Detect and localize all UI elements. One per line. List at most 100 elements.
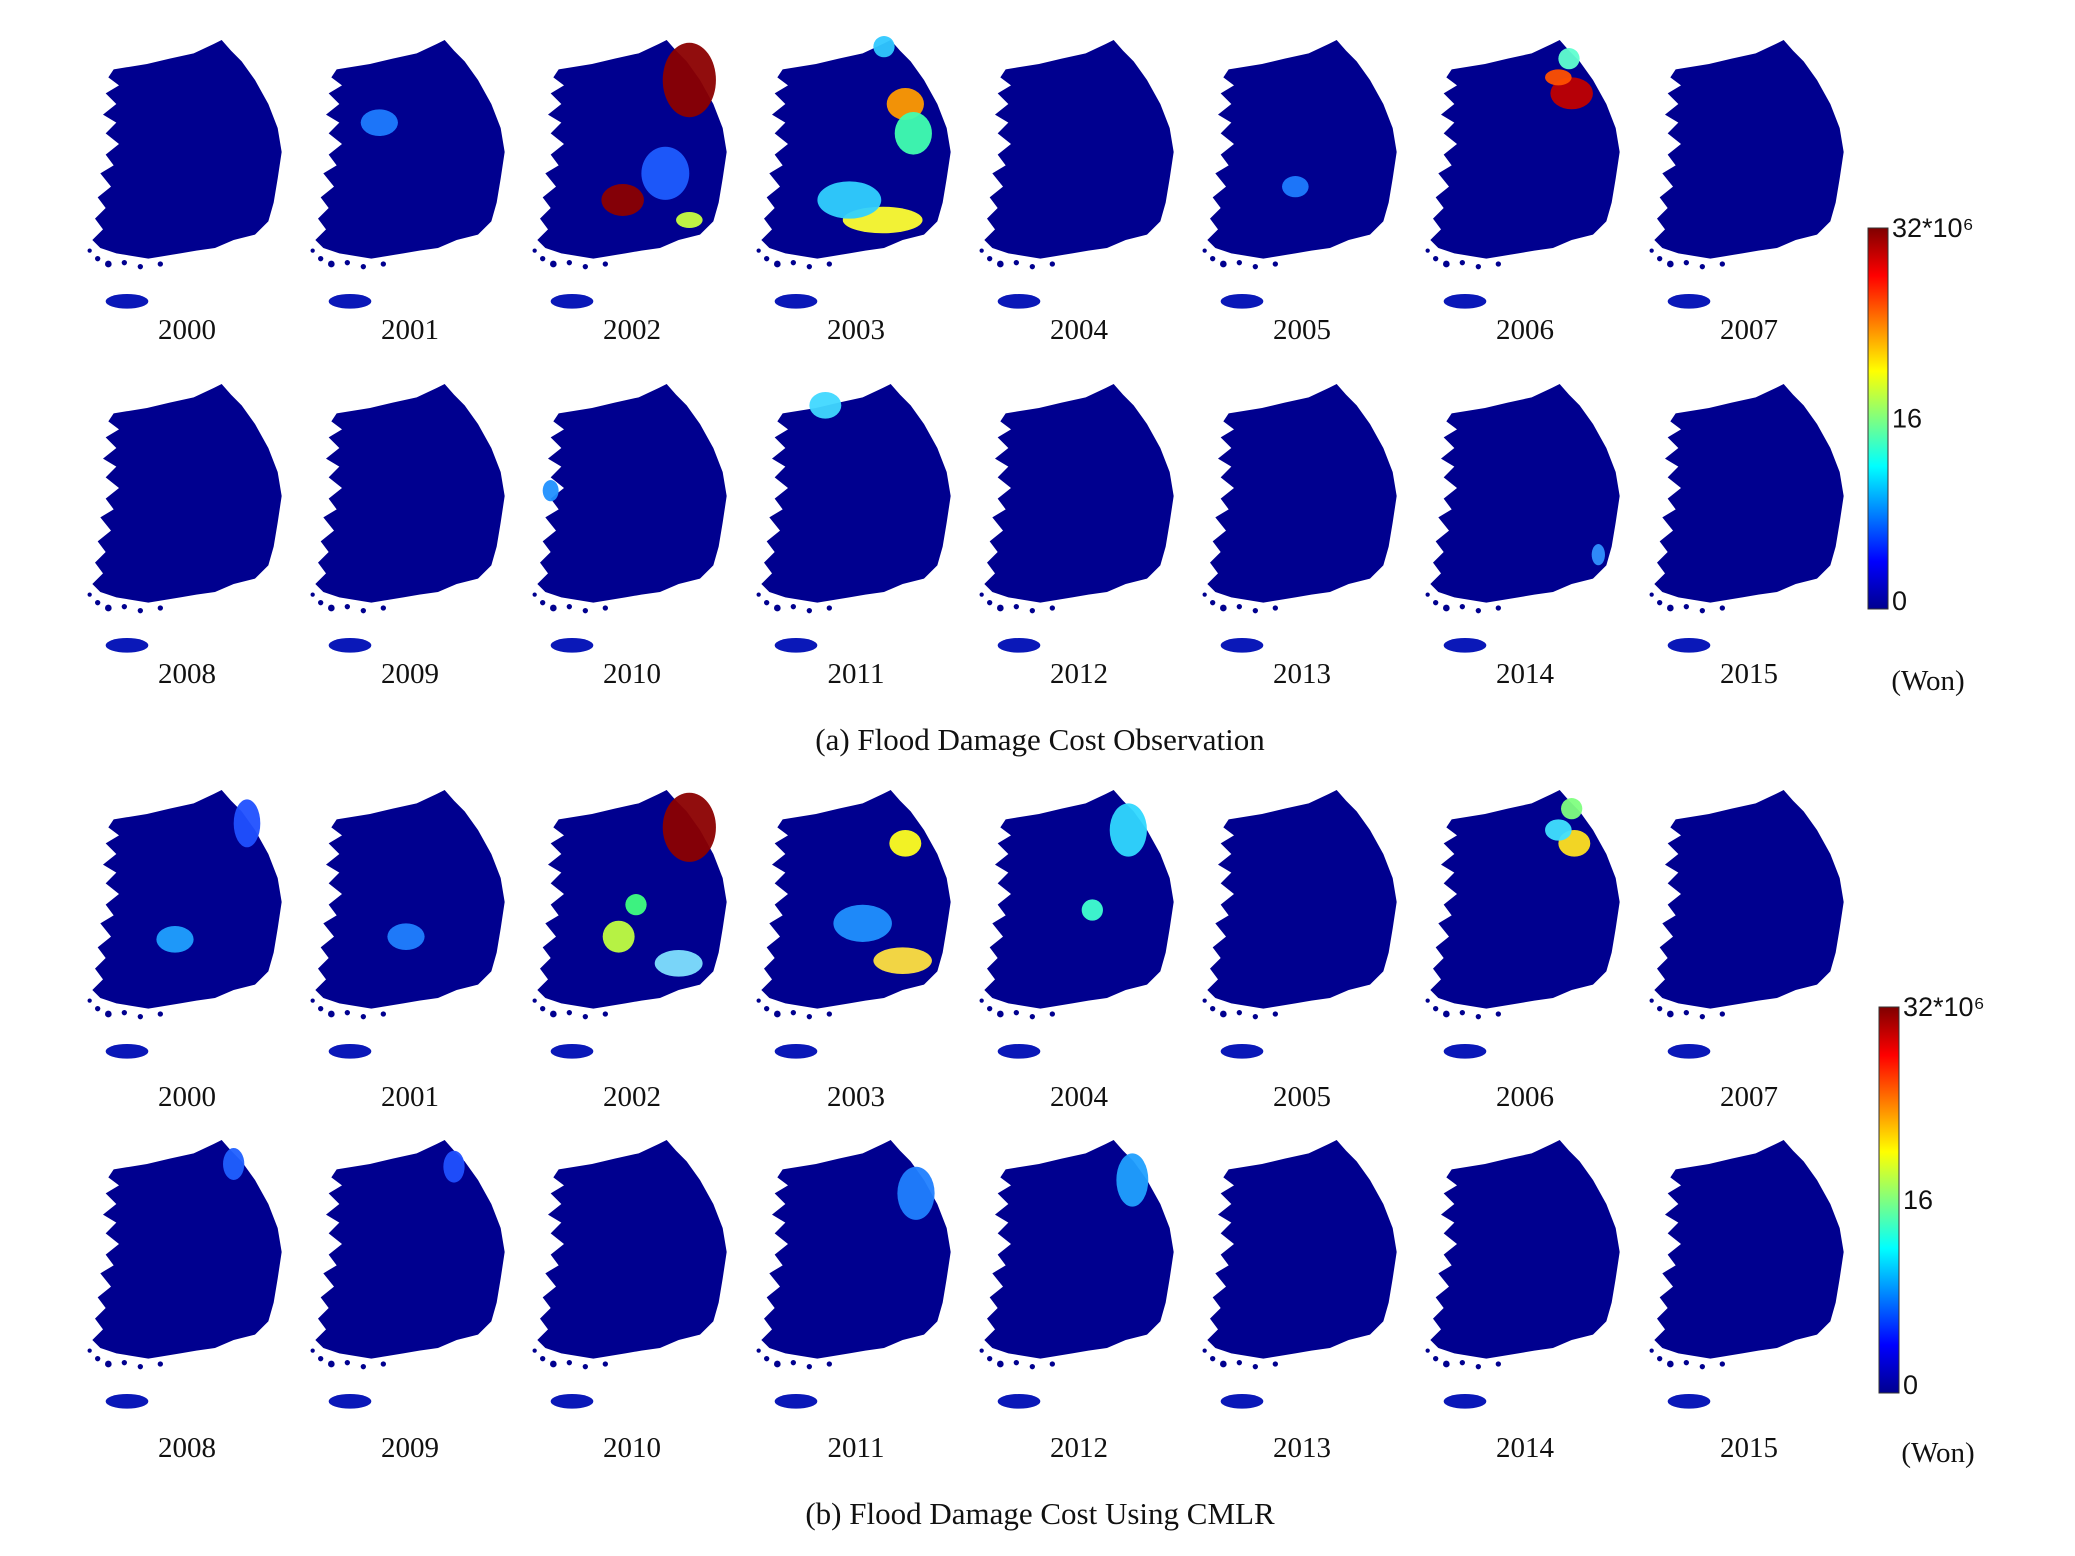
map: [1202, 40, 1397, 309]
map: [1649, 40, 1844, 309]
year-label: 2003: [827, 314, 885, 346]
hotspot: [387, 923, 425, 950]
colorbar: [1867, 227, 1889, 610]
year-label: 2009: [381, 1432, 439, 1464]
hotspot: [443, 1150, 465, 1183]
year-label: 2008: [158, 1432, 216, 1464]
year-label: 2003: [827, 1081, 885, 1113]
map: [1202, 384, 1397, 653]
year-label: 2010: [603, 658, 661, 690]
hotspot: [360, 109, 398, 136]
year-label: 2015: [1720, 658, 1778, 690]
hotspot: [233, 799, 261, 848]
hotspot: [1561, 798, 1583, 820]
colorbar-unit: (Won): [1901, 1437, 1974, 1469]
hotspot: [1081, 899, 1103, 921]
year-label: 2001: [381, 1081, 439, 1113]
hotspot: [1545, 819, 1572, 841]
hotspot: [1109, 803, 1147, 857]
hotspot: [654, 950, 703, 977]
map-shape: [1649, 1140, 1844, 1409]
map-shape: [1202, 384, 1397, 653]
map-shape: [1425, 384, 1620, 653]
map: [979, 790, 1174, 1059]
map: [756, 1140, 951, 1409]
hotspot: [625, 894, 647, 916]
caption: (b) Flood Damage Cost Using CMLR: [805, 1496, 1275, 1531]
caption: (a) Flood Damage Cost Observation: [815, 722, 1265, 757]
map: [532, 1140, 727, 1409]
year-label: 2002: [603, 1081, 661, 1113]
map-shape: [979, 40, 1174, 309]
map: [87, 1140, 282, 1409]
map-shape: [532, 1140, 727, 1409]
colorbar-unit: (Won): [1891, 665, 1964, 697]
year-label: 2013: [1273, 658, 1331, 690]
map: [310, 790, 505, 1059]
map-shape: [1425, 1140, 1620, 1409]
year-label: 2001: [381, 314, 439, 346]
hotspot: [1558, 48, 1580, 70]
hotspot: [641, 146, 690, 200]
map: [87, 40, 282, 309]
hotspot: [817, 181, 882, 219]
map: [756, 36, 951, 309]
year-label: 2014: [1496, 658, 1555, 690]
map: [532, 40, 727, 309]
map-shape: [87, 384, 282, 653]
map-shape: [979, 384, 1174, 653]
map: [532, 790, 727, 1059]
map: [1202, 790, 1397, 1059]
hotspot: [873, 947, 932, 974]
year-label: 2008: [158, 658, 216, 690]
colorbar-label: 16: [1903, 1185, 1933, 1215]
year-label: 2011: [828, 1432, 885, 1464]
map-shape: [756, 40, 951, 309]
colorbar: [1878, 1006, 1900, 1394]
year-label: 2011: [828, 658, 885, 690]
map-shape: [87, 1140, 282, 1409]
map-shape: [1649, 384, 1844, 653]
hotspot: [676, 212, 703, 228]
map-shape: [310, 40, 505, 309]
hotspot: [886, 88, 924, 120]
year-label: 2007: [1720, 314, 1778, 346]
hotspot: [1116, 1153, 1149, 1207]
colorbar-label: 32*10⁶: [1892, 213, 1974, 243]
year-label: 2004: [1050, 314, 1109, 346]
hotspot: [894, 112, 932, 155]
year-label: 2002: [603, 314, 661, 346]
colorbar-label: 0: [1903, 1370, 1918, 1400]
map: [1649, 1140, 1844, 1409]
year-label: 2007: [1720, 1081, 1778, 1113]
hotspot: [809, 392, 842, 419]
hotspot: [156, 926, 194, 953]
map: [756, 790, 951, 1059]
hotspot: [662, 42, 716, 118]
year-label: 2015: [1720, 1432, 1778, 1464]
map-shape: [310, 1140, 505, 1409]
hotspot: [1550, 77, 1593, 110]
map-shape: [1202, 1140, 1397, 1409]
hotspot: [1545, 69, 1572, 86]
map: [1425, 40, 1620, 309]
hotspot: [897, 1166, 935, 1220]
map: [310, 1140, 505, 1409]
map: [756, 384, 951, 653]
colorbar-label: 0: [1892, 586, 1907, 616]
hotspot: [833, 904, 892, 942]
map-shape: [532, 384, 727, 653]
hotspot: [889, 830, 922, 857]
hotspot: [223, 1148, 245, 1180]
colorbar-label: 32*10⁶: [1903, 992, 1985, 1022]
hotspot: [602, 920, 635, 953]
map: [1425, 384, 1620, 653]
map-shape: [1649, 40, 1844, 309]
hotspot: [1282, 176, 1309, 198]
map: [1649, 790, 1844, 1059]
year-label: 2012: [1050, 1432, 1108, 1464]
map: [1425, 790, 1620, 1059]
map: [310, 40, 505, 309]
year-label: 2004: [1050, 1081, 1109, 1113]
